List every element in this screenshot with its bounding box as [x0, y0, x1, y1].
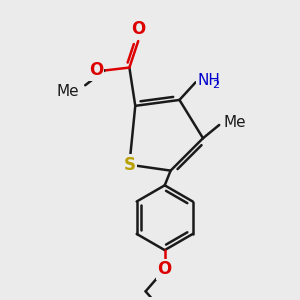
Text: O: O [131, 20, 145, 38]
Text: NH: NH [197, 73, 220, 88]
Text: O: O [88, 61, 103, 80]
Text: Me: Me [224, 115, 246, 130]
Text: O: O [158, 260, 172, 278]
Text: 2: 2 [212, 80, 219, 90]
Text: S: S [123, 156, 135, 174]
Text: Me: Me [57, 84, 79, 99]
